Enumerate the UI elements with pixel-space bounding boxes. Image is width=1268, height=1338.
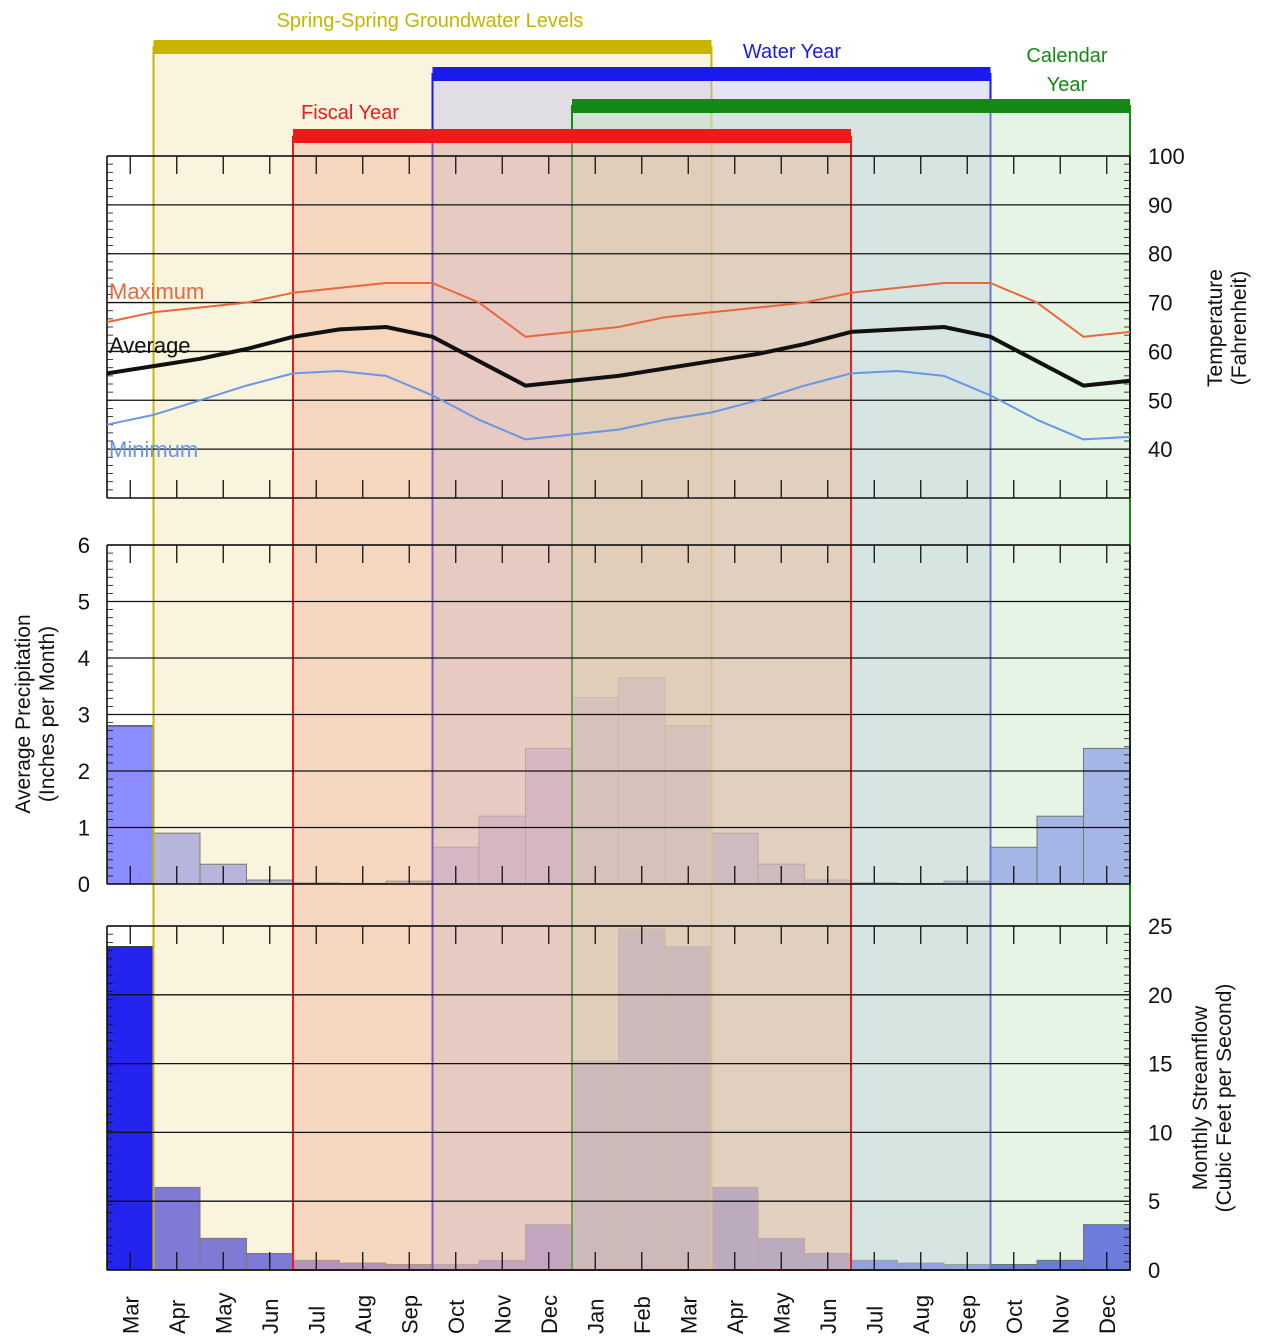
period-header-bar xyxy=(293,129,851,143)
precipitation-axis-title-line: Average Precipitation xyxy=(12,614,35,813)
streamflow-bar xyxy=(664,946,712,1271)
streamflow-tick-label: 25 xyxy=(1148,914,1172,939)
period-label-calendar-year: Year xyxy=(1047,74,1088,96)
temperature-tick-label: 90 xyxy=(1148,193,1172,218)
month-label: May xyxy=(769,1292,794,1334)
month-label: Jul xyxy=(862,1306,887,1334)
month-label: Apr xyxy=(723,1300,748,1334)
month-label: Jul xyxy=(304,1306,329,1334)
streamflow-axis-title-line: Monthly Streamflow xyxy=(1189,1005,1212,1190)
streamflow-tick-label: 15 xyxy=(1148,1052,1172,1077)
precipitation-tick-label: 6 xyxy=(78,533,90,558)
period-header-bar xyxy=(572,99,1130,113)
series-label-maximum: Maximum xyxy=(109,279,204,304)
period-label-water-year: Water Year xyxy=(743,41,842,63)
month-label: Oct xyxy=(444,1300,469,1334)
month-label: Jan xyxy=(583,1299,608,1334)
month-label: Dec xyxy=(1095,1295,1120,1334)
period-header-bars xyxy=(153,40,1130,143)
month-label: Nov xyxy=(490,1295,515,1334)
precipitation-bar xyxy=(618,677,666,885)
month-label: Aug xyxy=(909,1295,934,1334)
streamflow-tick-label: 10 xyxy=(1148,1120,1172,1145)
precipitation-axis-title-line: (Inches per Month) xyxy=(36,626,59,802)
period-label-calendar-year: Calendar xyxy=(1026,45,1108,67)
month-label: Mar xyxy=(676,1296,701,1334)
precipitation-tick-label: 0 xyxy=(78,872,90,897)
temperature-tick-label: 80 xyxy=(1148,242,1172,267)
precipitation-bar xyxy=(664,725,712,885)
temperature-line-maximum xyxy=(106,282,1131,338)
temperature-tick-label: 70 xyxy=(1148,291,1172,316)
streamflow-tick-label: 20 xyxy=(1148,983,1172,1008)
temperature-tick-label: 40 xyxy=(1148,437,1172,462)
temperature-tick-label: 60 xyxy=(1148,339,1172,364)
temperature-axis-title-line: Temperature xyxy=(1204,269,1227,387)
month-label: Jun xyxy=(258,1299,283,1334)
precipitation-tick-label: 2 xyxy=(78,759,90,784)
temperature-line-minimum xyxy=(106,370,1131,441)
month-label: Jun xyxy=(816,1299,841,1334)
month-label: Aug xyxy=(351,1295,376,1334)
precipitation-bar xyxy=(106,725,154,885)
temperature-tick-label: 50 xyxy=(1148,388,1172,413)
streamflow-tick-label: 5 xyxy=(1148,1189,1160,1214)
period-header-bar xyxy=(153,40,712,54)
text-layer: Spring-Spring Groundwater Levels Water Ye… xyxy=(12,10,1251,1334)
streamflow-tick-label: 0 xyxy=(1148,1258,1160,1283)
precipitation-tick-label: 3 xyxy=(78,703,90,728)
series-label-minimum: Minimum xyxy=(109,437,198,462)
series-label-average: Average xyxy=(109,333,191,358)
month-label: Sep xyxy=(397,1295,422,1334)
month-label: Feb xyxy=(630,1296,655,1334)
temperature-axis-title: Temperature(Fahrenheit) xyxy=(1204,269,1251,387)
precipitation-tick-label: 5 xyxy=(78,590,90,615)
temperature-tick-label: 100 xyxy=(1148,144,1185,169)
streamflow-axis-title: Monthly Streamflow(Cubic Feet per Second… xyxy=(1189,984,1236,1213)
grid-layer xyxy=(106,155,1131,1271)
period-overlay xyxy=(432,74,991,1270)
temperature-lines xyxy=(106,282,1131,441)
month-label: Sep xyxy=(955,1295,980,1334)
month-label: Apr xyxy=(165,1300,190,1334)
streamflow-bar xyxy=(618,928,666,1271)
temperature-axis-title-line: (Fahrenheit) xyxy=(1228,271,1251,385)
streamflow-axis-title-line: (Cubic Feet per Second) xyxy=(1213,984,1236,1213)
month-label: Oct xyxy=(1002,1300,1027,1334)
month-label: Dec xyxy=(537,1295,562,1334)
month-label: Mar xyxy=(118,1296,143,1334)
temperature-line-average xyxy=(106,325,1131,388)
precipitation-bar xyxy=(571,697,619,885)
precipitation-tick-label: 4 xyxy=(78,646,90,671)
period-header-bar xyxy=(432,67,991,81)
precipitation-axis-title: Average Precipitation(Inches per Month) xyxy=(12,614,59,813)
period-label-fiscal-year: Fiscal Year xyxy=(301,102,399,124)
month-label: Nov xyxy=(1048,1295,1073,1334)
precipitation-tick-label: 1 xyxy=(78,816,90,841)
period-label-groundwater: Spring-Spring Groundwater Levels xyxy=(277,10,584,32)
month-label: May xyxy=(211,1292,236,1334)
